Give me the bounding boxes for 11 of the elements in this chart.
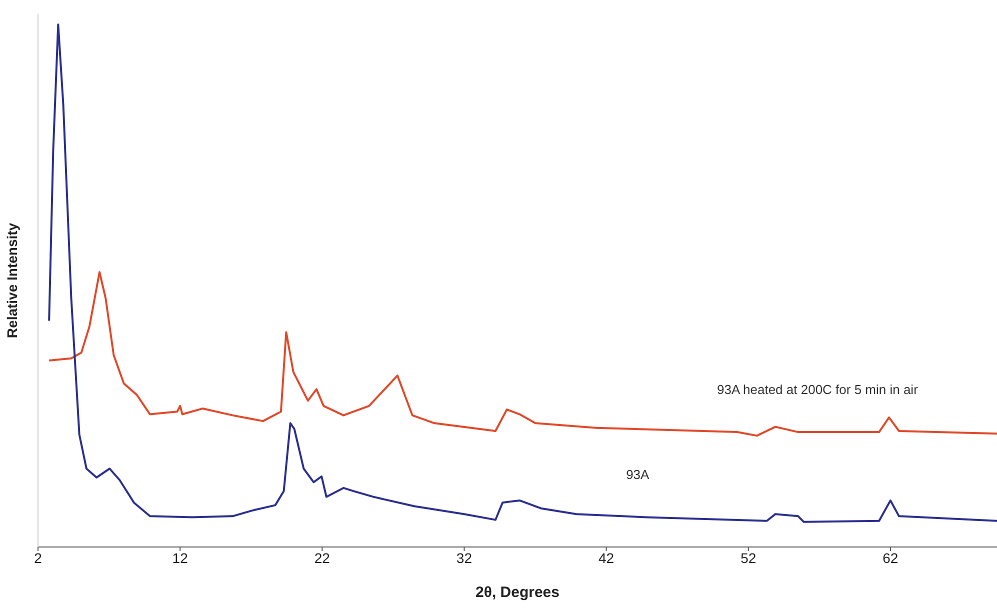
x-tick-label: 62 [882, 550, 898, 566]
y-axis-title: Relative Intensity [4, 222, 20, 338]
x-tick-label: 32 [456, 550, 472, 566]
text: 93A heated at 200C for 5 min in air [717, 382, 919, 398]
x-tick-label: 12 [172, 550, 188, 566]
x-axis-title: 2θ, Degrees [476, 584, 560, 601]
x-tick-label: 2 [34, 550, 42, 566]
x-tick-label: 42 [598, 550, 614, 566]
x-tick-label: 52 [740, 550, 756, 566]
text: 93A [626, 467, 650, 482]
x-tick-label: 22 [314, 550, 330, 566]
